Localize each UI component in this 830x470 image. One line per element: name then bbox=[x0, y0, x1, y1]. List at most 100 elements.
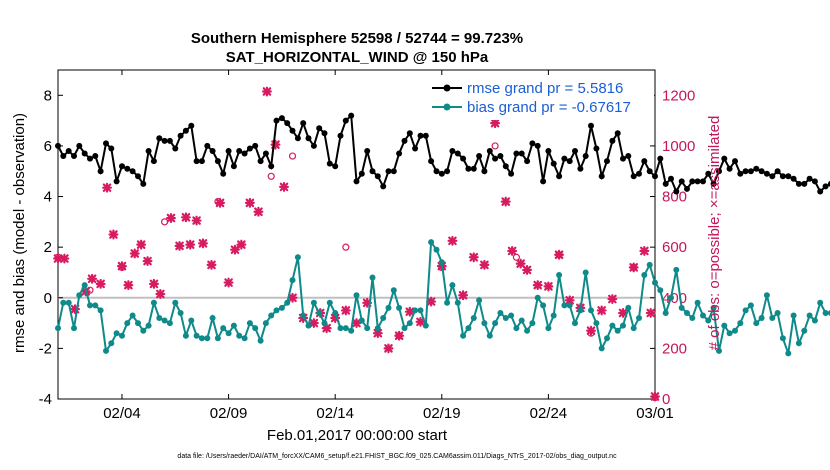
bias-point bbox=[150, 299, 157, 306]
rmse-point bbox=[342, 117, 349, 124]
bias-point bbox=[113, 330, 120, 337]
obs-assimilated-marker bbox=[447, 235, 458, 246]
bias-point bbox=[428, 239, 435, 246]
rmse-point bbox=[566, 158, 573, 165]
bias-point bbox=[625, 304, 632, 311]
rmse-point bbox=[593, 145, 600, 152]
rmse-point bbox=[636, 170, 642, 177]
rmse-point bbox=[257, 158, 264, 165]
bias-point bbox=[124, 320, 131, 327]
obs-assimilated-marker bbox=[507, 246, 518, 256]
rmse-point bbox=[609, 137, 616, 144]
rmse-point bbox=[668, 175, 674, 182]
bias-point bbox=[620, 322, 626, 329]
bias-point bbox=[561, 302, 568, 309]
obs-possible-marker bbox=[491, 142, 499, 150]
rmse-point bbox=[710, 180, 717, 187]
bias-point bbox=[209, 315, 216, 321]
bias-point bbox=[294, 254, 301, 261]
bias-point bbox=[87, 302, 93, 309]
obs-assimilated-marker bbox=[596, 305, 607, 316]
rmse-point bbox=[417, 132, 424, 139]
obs-assimilated-marker bbox=[253, 206, 264, 217]
rmse-point bbox=[689, 178, 696, 185]
bias-point bbox=[374, 325, 381, 332]
rmse-point bbox=[310, 142, 317, 149]
obs-assimilated-marker bbox=[618, 308, 628, 318]
bias-point bbox=[385, 304, 392, 311]
bias-point bbox=[103, 347, 109, 354]
obs-assimilated-marker bbox=[223, 277, 234, 288]
bias-point bbox=[310, 299, 317, 306]
obs-assimilated-marker bbox=[650, 391, 660, 402]
chart-title: Southern Hemisphere 52598 / 52744 = 99.7… bbox=[191, 30, 523, 47]
rmse-point bbox=[763, 170, 770, 177]
y-axis-label: rmse and bias (model - observation) bbox=[11, 113, 28, 353]
bias-point bbox=[518, 317, 525, 324]
rmse-point bbox=[150, 158, 157, 165]
obs-assimilated-marker bbox=[639, 246, 650, 256]
bias-point bbox=[273, 307, 280, 314]
rmse-point bbox=[412, 145, 419, 152]
bias-point bbox=[513, 325, 520, 332]
rmse-point bbox=[465, 165, 472, 172]
bias-point bbox=[438, 259, 445, 266]
obs-assimilated-marker bbox=[515, 258, 526, 269]
rmse-point bbox=[508, 170, 515, 177]
bias-point bbox=[774, 310, 781, 316]
bias-point bbox=[795, 340, 802, 347]
rmse-point bbox=[588, 122, 594, 129]
rmse-point bbox=[678, 178, 685, 185]
bias-point bbox=[769, 315, 776, 321]
obs-assimilated-marker bbox=[479, 259, 490, 270]
bias-point bbox=[657, 287, 664, 294]
rmse-point bbox=[433, 168, 440, 175]
y2-tick-label: 200 bbox=[662, 340, 687, 357]
obs-assimilated-marker bbox=[236, 239, 247, 250]
rmse-point bbox=[545, 148, 552, 154]
obs-assimilated-marker bbox=[287, 292, 298, 303]
bias-point bbox=[172, 299, 179, 306]
bias-point bbox=[92, 302, 99, 309]
bias-point bbox=[460, 332, 467, 339]
bias-point bbox=[646, 261, 653, 268]
bias-point bbox=[540, 302, 547, 309]
rmse-point bbox=[55, 142, 61, 149]
bias-point bbox=[721, 322, 728, 329]
bias-point bbox=[364, 325, 371, 332]
bias-point bbox=[332, 310, 339, 316]
rmse-point bbox=[278, 115, 285, 122]
obs-assimilated-marker bbox=[554, 249, 564, 260]
bias-point bbox=[262, 320, 269, 327]
obs-assimilated-marker bbox=[59, 253, 70, 264]
obs-assimilated-marker bbox=[136, 239, 147, 250]
obs-assimilated-marker bbox=[586, 325, 596, 336]
legend-bias-text: bias grand pr = -0.67617 bbox=[467, 99, 631, 116]
y-tick-label: 6 bbox=[44, 138, 52, 155]
bias-point bbox=[220, 325, 227, 332]
rmse-point bbox=[769, 173, 776, 180]
rmse-point bbox=[113, 178, 120, 185]
bias-point bbox=[678, 304, 685, 311]
bias-point bbox=[326, 299, 333, 306]
bias-point bbox=[604, 335, 610, 342]
obs-assimilated-marker bbox=[108, 229, 119, 240]
x-tick-label: 02/14 bbox=[316, 405, 354, 422]
rmse-point bbox=[811, 178, 818, 185]
obs-assimilated-marker bbox=[394, 330, 405, 341]
rmse-point bbox=[316, 125, 323, 132]
obs-possible-marker bbox=[288, 152, 297, 160]
bias-point bbox=[534, 294, 541, 301]
obs-possible-marker bbox=[342, 243, 350, 251]
rmse-point bbox=[268, 163, 275, 170]
obs-assimilated-marker bbox=[404, 306, 415, 317]
bias-point bbox=[486, 332, 493, 339]
bias-point bbox=[358, 317, 365, 324]
rmse-point bbox=[534, 142, 541, 149]
bias-point bbox=[545, 325, 552, 332]
obs-assimilated-marker bbox=[102, 182, 112, 193]
bias-point bbox=[305, 322, 312, 329]
bias-point bbox=[230, 322, 237, 329]
rmse-point bbox=[732, 158, 738, 165]
rmse-point bbox=[337, 132, 344, 139]
